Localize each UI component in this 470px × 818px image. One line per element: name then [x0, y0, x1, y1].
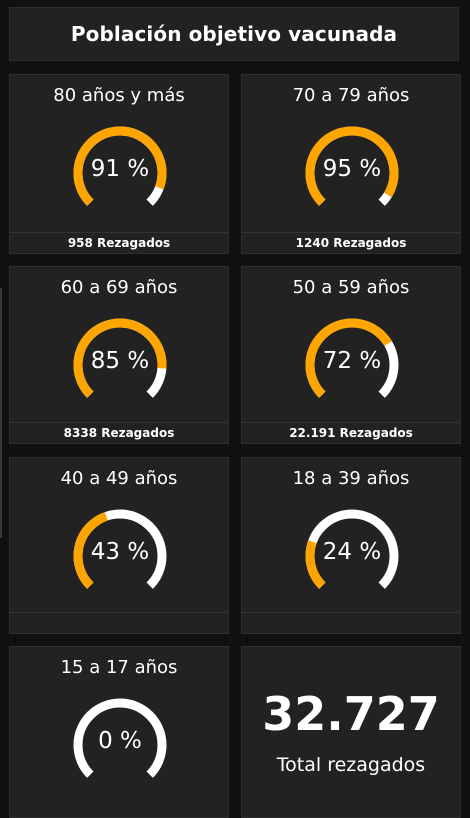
progress-gauge: 24 %: [302, 506, 402, 606]
card-footer: 8338 Rezagados: [10, 422, 228, 443]
total-rezagados-card[interactable]: 32.727 Total rezagados: [241, 646, 461, 818]
age-card-18-39[interactable]: 18 a 39 años 24 %: [241, 457, 461, 634]
card-footer: 22.191 Rezagados: [242, 422, 460, 443]
progress-gauge: 72 %: [302, 315, 402, 415]
card-footer: [10, 612, 228, 633]
gauge-value: 72 %: [322, 348, 382, 374]
gauge-value: 85 %: [90, 348, 150, 374]
page-title: Población objetivo vacunada: [70, 22, 398, 46]
gauge-fill: [305, 318, 393, 398]
card-title: 60 a 69 años: [60, 277, 178, 298]
age-card-80-plus[interactable]: 80 años y más 91 % 958 Rezagados: [9, 74, 229, 254]
progress-gauge: 0 %: [70, 695, 170, 795]
card-footer: 1240 Rezagados: [242, 232, 460, 253]
age-card-15-17[interactable]: 15 a 17 años 0 %: [9, 646, 229, 818]
gauge-value: 0 %: [98, 728, 142, 754]
gauge-fill: [73, 318, 167, 398]
card-footer: 958 Rezagados: [10, 232, 228, 253]
card-title: 40 a 49 años: [60, 468, 178, 489]
gauge-value: 43 %: [90, 539, 150, 565]
gauge-fill: [305, 540, 326, 589]
gauge-track: [73, 698, 167, 778]
age-card-60-69[interactable]: 60 a 69 años 85 % 8338 Rezagados: [9, 266, 229, 444]
gauge-value: 95 %: [322, 156, 382, 182]
gauge-value: 24 %: [322, 539, 382, 565]
progress-gauge: 91 %: [70, 123, 170, 223]
card-title: 70 a 79 años: [292, 85, 410, 106]
total-label: Total rezagados: [276, 754, 426, 776]
gauge-fill: [305, 126, 399, 206]
header-panel: Población objetivo vacunada: [9, 7, 459, 61]
progress-gauge: 85 %: [70, 315, 170, 415]
gauge-value: 91 %: [90, 156, 150, 182]
progress-gauge: 43 %: [70, 506, 170, 606]
age-card-40-49[interactable]: 40 a 49 años 43 %: [9, 457, 229, 634]
card-title: 18 a 39 años: [292, 468, 410, 489]
card-title: 50 a 59 años: [292, 277, 410, 298]
gauge-fill: [73, 512, 109, 589]
scrollbar-edge[interactable]: [0, 288, 2, 538]
age-card-50-59[interactable]: 50 a 59 años 72 % 22.191 Rezagados: [241, 266, 461, 444]
total-value: 32.727: [262, 687, 440, 741]
age-card-70-79[interactable]: 70 a 79 años 95 % 1240 Rezagados: [241, 74, 461, 254]
card-title: 15 a 17 años: [60, 657, 178, 678]
card-footer: [242, 612, 460, 633]
card-title: 80 años y más: [53, 85, 185, 106]
progress-gauge: 95 %: [302, 123, 402, 223]
gauge-fill: [73, 126, 167, 206]
